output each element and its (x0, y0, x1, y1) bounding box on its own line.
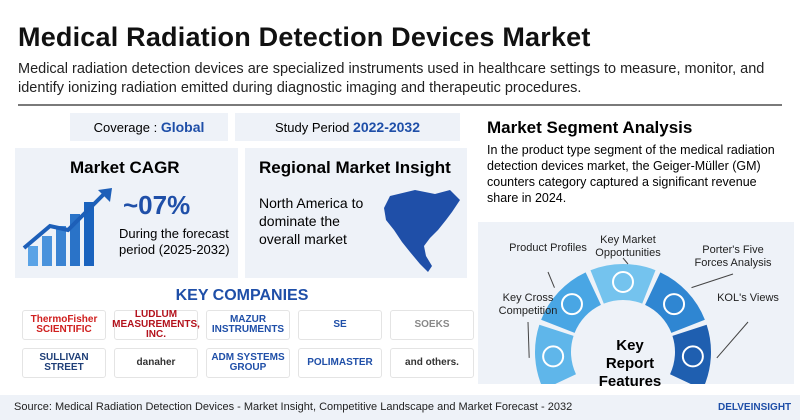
growth-icon (22, 188, 112, 266)
map-icon (384, 190, 460, 272)
company-logo: MAZUR INSTRUMENTS (206, 310, 290, 340)
feature-label: KOL's Views (717, 292, 779, 304)
company-logo: POLIMASTER (298, 348, 382, 378)
cagr-text: During the forecast period (2025-2032) (119, 226, 230, 257)
company-logo: ThermoFisher SCIENTIFIC (22, 310, 106, 340)
feature-label: Key Cross Competition (498, 292, 558, 317)
connector (622, 257, 629, 265)
features-box (478, 222, 794, 384)
company-logo: LUDLUM MEASUREMENTS, INC. (112, 309, 200, 340)
divider (18, 104, 782, 106)
features-title: Key Report Features (598, 337, 662, 390)
cagr-box: Market CAGR ~07% During the forecast per… (15, 148, 238, 278)
feature-icon (681, 345, 704, 368)
feature-segment (590, 264, 656, 304)
feature-segment (541, 272, 601, 333)
title: Medical Radiation Detection Devices Mark… (18, 22, 591, 52)
study-period-label: Study Period (274, 119, 350, 135)
coverage-label: Coverage : (93, 119, 158, 135)
coverage-box: Coverage : Global (70, 113, 228, 141)
company-logo: and others. (390, 348, 474, 378)
study-period-value: 2022-2032 (353, 119, 420, 135)
cagr-value: ~07% (123, 190, 191, 220)
features-diagram (527, 257, 749, 384)
company-logo: ADM SYSTEMS GROUP (206, 348, 290, 378)
segment-title: Market Segment Analysis (487, 118, 693, 137)
feature-label: Porter's Five Forces Analysis (694, 244, 772, 269)
feature-segment (645, 272, 705, 333)
description: Medical radiation detection devices are … (18, 61, 765, 96)
brand-logo: DELVEINSIGHT (718, 402, 792, 413)
company-logo: SULLIVAN STREET (22, 348, 106, 378)
feature-icon (560, 293, 583, 316)
feature-icon (612, 271, 634, 293)
footer (0, 395, 800, 420)
connector (691, 273, 734, 289)
company-logo: danaher (114, 348, 198, 378)
regional-text: North America to dominate the overall ma… (259, 195, 364, 247)
connector (527, 321, 530, 358)
companies-title: KEY COMPANIES (175, 287, 309, 304)
feature-label: Product Profiles (509, 242, 587, 254)
cagr-title: Market CAGR (70, 158, 180, 177)
coverage-value: Global (160, 119, 205, 135)
feature-icon (663, 293, 686, 316)
feature-segment (535, 324, 576, 384)
feature-segment (670, 324, 711, 384)
connector (716, 321, 749, 359)
segment-text: In the product type segment of the medic… (487, 143, 775, 205)
feature-label: Key Market Opportunities (595, 234, 661, 259)
feature-icon (542, 345, 565, 368)
study-period-box: Study Period 2022-2032 (235, 113, 460, 141)
regional-title: Regional Market Insight (259, 158, 451, 177)
source: Source: Medical Radiation Detection Devi… (14, 401, 573, 413)
regional-box: Regional Market Insight North America to… (245, 148, 467, 278)
company-logo: SE (298, 310, 382, 340)
company-logo: SOEKS (390, 310, 474, 340)
connector (547, 271, 555, 288)
